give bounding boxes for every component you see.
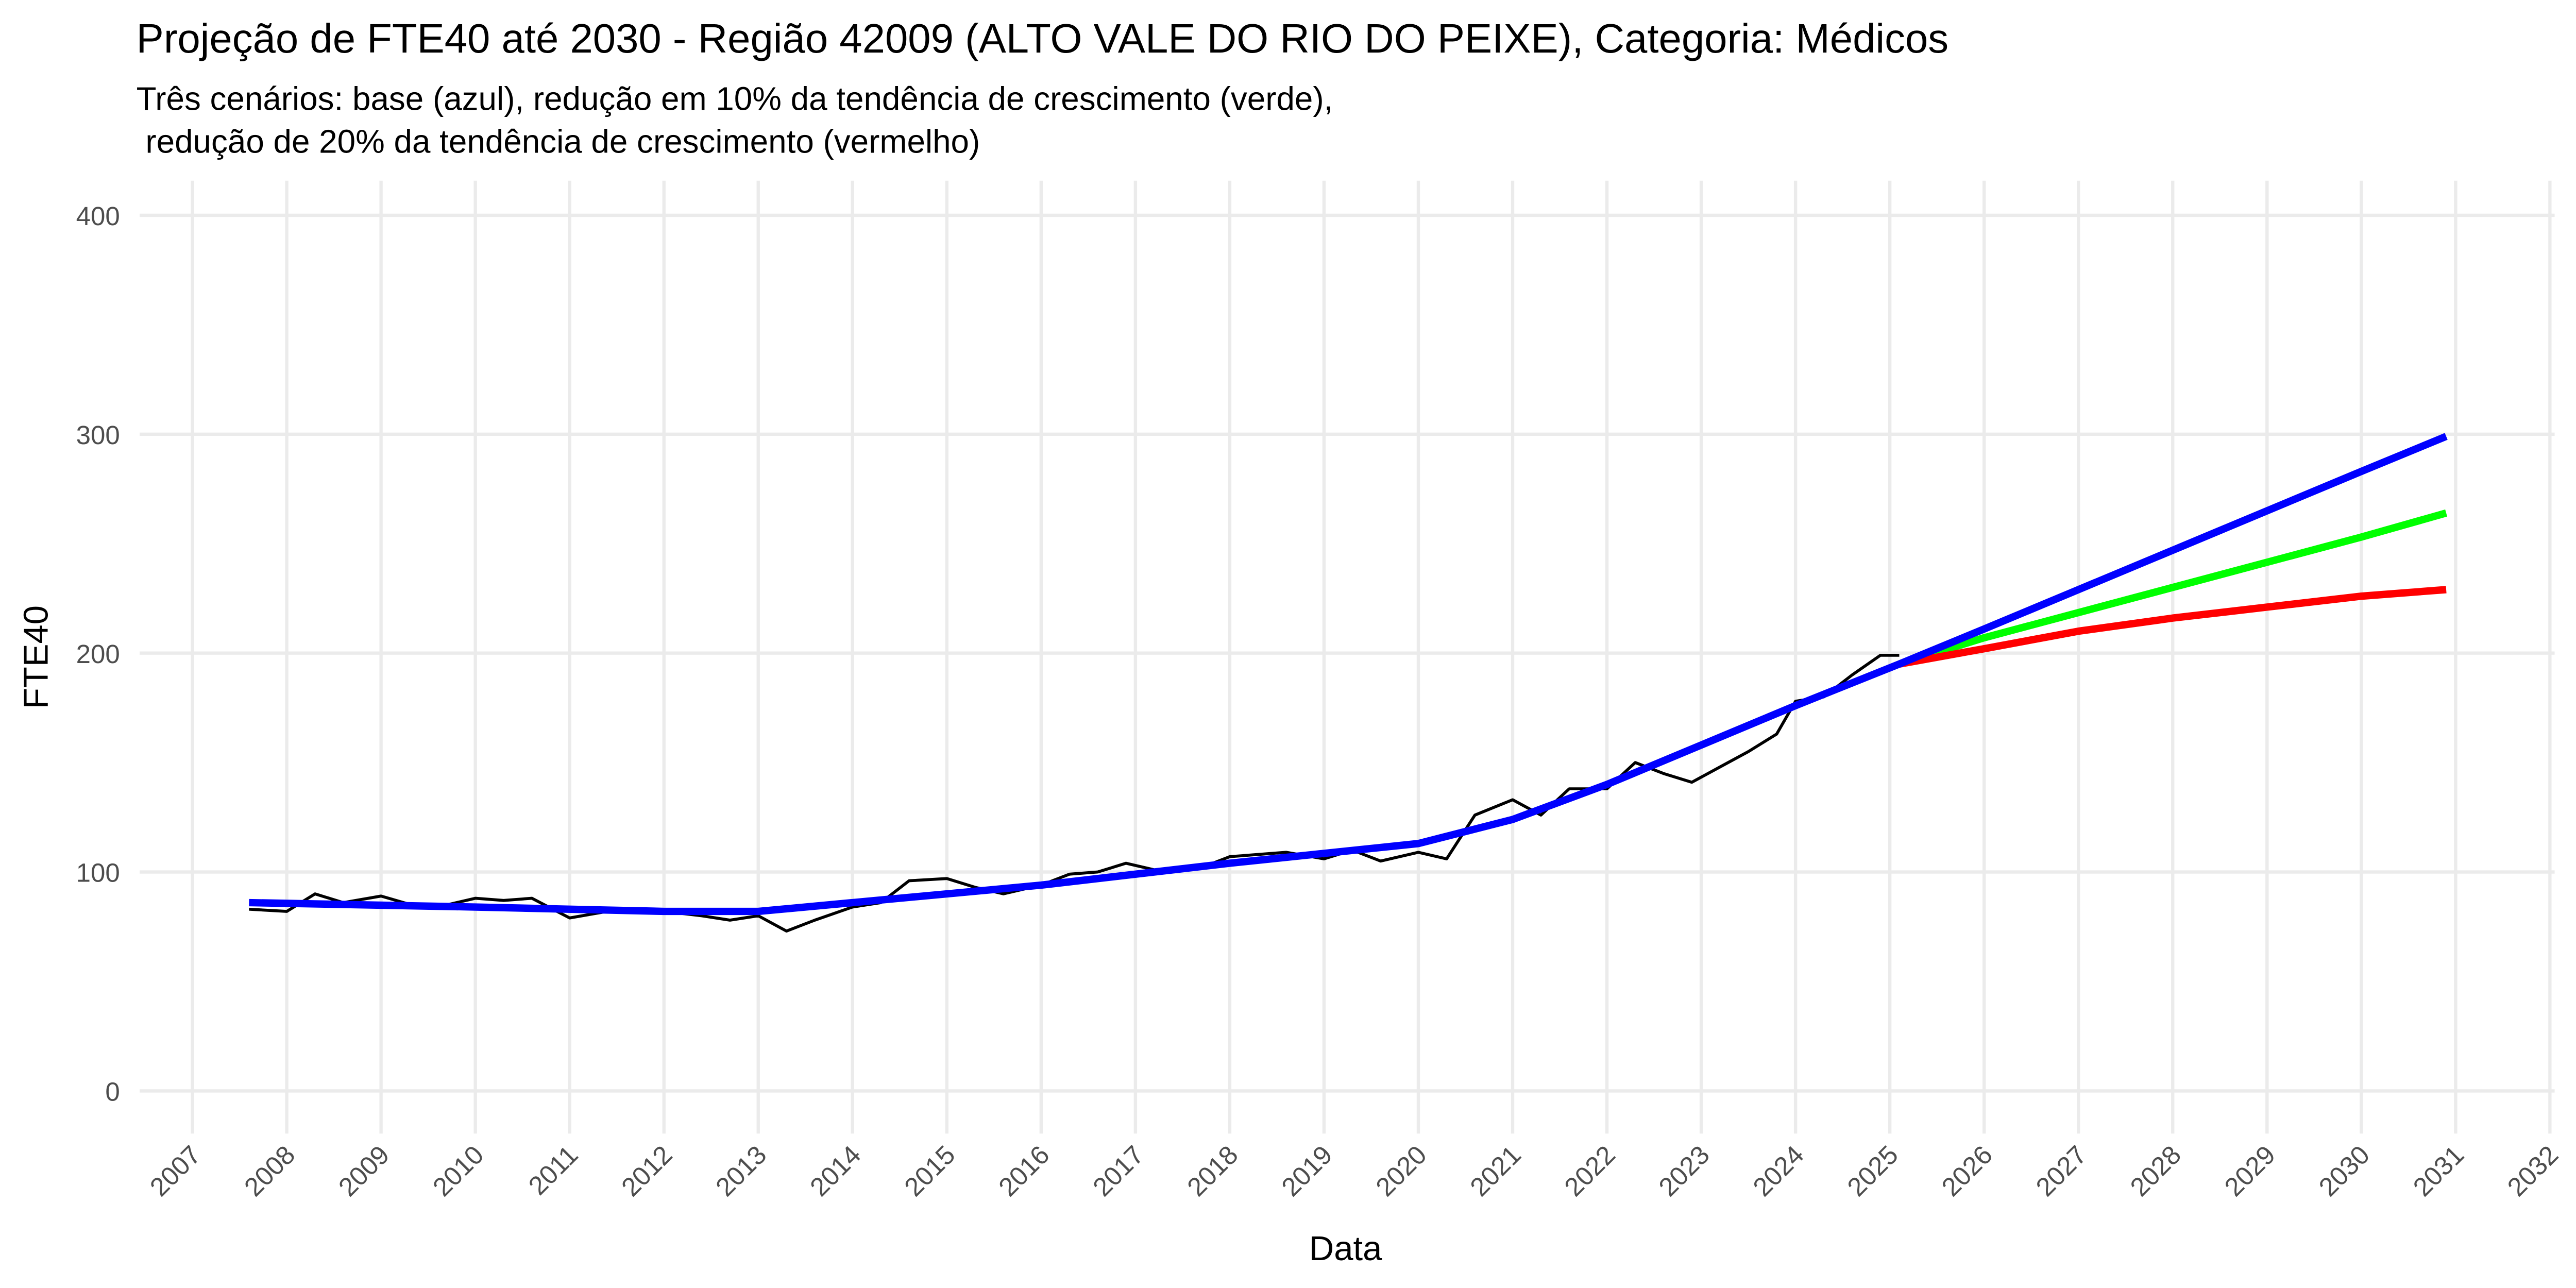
x-tick-label: 2026 [1936,1140,1998,1202]
x-tick-label: 2007 [144,1140,207,1202]
x-tick-label: 2027 [2030,1140,2093,1202]
chart-subtitle: redução de 20% da tendência de crescimen… [137,123,980,160]
x-tick-label: 2017 [1087,1140,1149,1202]
data-line [249,433,2448,916]
data-line [1899,586,2447,668]
y-tick-label: 300 [76,420,120,450]
y-tick-label: 200 [76,639,120,669]
x-tick-label: 2009 [333,1140,395,1202]
x-tick-label: 2020 [1370,1140,1432,1202]
x-tick-label: 2018 [1181,1140,1244,1202]
x-tick-label: 2022 [1558,1140,1621,1202]
x-tick-label: 2019 [1276,1140,1338,1202]
x-tick-label: 2012 [616,1140,678,1202]
x-tick-label: 2011 [523,1140,584,1200]
y-axis-title: FTE40 [16,605,55,709]
x-tick-label: 2023 [1653,1140,1715,1202]
data-line [249,654,1900,933]
x-tick-label: 2010 [427,1140,489,1202]
x-tick-label: 2021 [1464,1140,1527,1202]
x-tick-label: 2031 [2408,1140,2470,1202]
x-tick-label: 2013 [710,1140,772,1202]
x-tick-label: 2030 [2313,1140,2376,1202]
chart-subtitle: Três cenários: base (azul), redução em 1… [137,80,1333,117]
y-tick-label: 100 [76,858,120,888]
x-axis-title: Data [1309,1229,1382,1268]
x-tick-label: 2014 [804,1140,867,1202]
x-tick-label: 2032 [2502,1140,2564,1202]
y-tick-label: 400 [76,201,120,231]
x-tick-label: 2024 [1747,1140,1809,1202]
data-line [1898,509,2448,668]
chart-title: Projeção de FTE40 até 2030 - Região 4200… [137,15,1948,61]
y-tick-label: 0 [105,1077,120,1107]
x-tick-label: 2008 [239,1140,301,1202]
x-tick-label: 2015 [899,1140,961,1202]
x-tick-label: 2029 [2219,1140,2281,1202]
x-tick-label: 2025 [1842,1140,1904,1202]
x-tick-label: 2028 [2125,1140,2187,1202]
x-tick-label: 2016 [993,1140,1055,1202]
